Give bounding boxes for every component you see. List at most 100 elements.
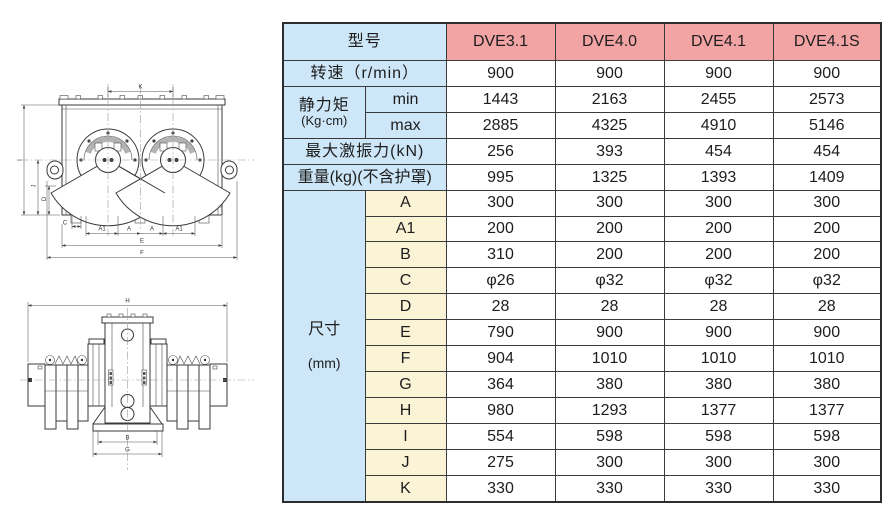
value-cell: 4910	[663, 111, 774, 139]
value-cell: 454	[663, 137, 774, 165]
sub-label-max: max	[364, 111, 447, 139]
value-cell: 364	[445, 371, 556, 398]
value-cell: φ32	[554, 267, 665, 295]
value-cell: 598	[554, 422, 665, 450]
row-dim-k: K 330 330 330 330	[283, 474, 882, 503]
value-cell: 1325	[554, 163, 665, 191]
value-cell: 900	[554, 319, 665, 347]
row-dim-f: F 904 1010 1010 1010	[283, 345, 882, 373]
value-cell: 310	[445, 241, 556, 269]
dim-row-label: F	[364, 345, 447, 373]
value-cell: 1377	[772, 396, 882, 424]
row-label-dimensions: 尺寸 (mm)	[282, 189, 366, 503]
row-label-speed: 转速（r/min）	[282, 60, 447, 87]
dim-label-e: E	[140, 239, 144, 245]
value-cell: 1443	[445, 85, 556, 113]
row-dim-c: C φ26 φ32 φ32 φ32	[283, 267, 882, 295]
value-cell: 330	[663, 474, 774, 503]
row-dim-g: G 364 380 380 380	[283, 371, 882, 398]
row-dim-h: H 980 1293 1377 1377	[283, 396, 882, 424]
value-cell: 2885	[445, 111, 556, 139]
front-view-drawing: K I J D C A1 A A A1	[18, 84, 254, 260]
dim-row-label: I	[364, 422, 447, 450]
value-cell: 454	[772, 137, 882, 165]
static-moment-unit: (Kg·cm)	[301, 112, 348, 128]
value-cell: 598	[772, 422, 882, 450]
weight-stack	[27, 338, 106, 430]
value-cell: 300	[772, 448, 882, 476]
value-cell: 200	[554, 215, 665, 243]
value-cell: 900	[554, 60, 665, 87]
value-cell: 980	[445, 396, 556, 424]
dim-row-label: A	[364, 189, 447, 217]
dim-row-label: D	[364, 293, 447, 321]
value-cell: 1409	[772, 163, 882, 191]
value-cell: 380	[772, 371, 882, 398]
value-cell: 790	[445, 319, 556, 347]
dim-label-a1-right: A1	[175, 227, 183, 233]
value-cell: 300	[445, 189, 556, 217]
value-cell: φ32	[663, 267, 774, 295]
value-cell: 28	[663, 293, 774, 321]
value-cell: 200	[663, 215, 774, 243]
dim-row-label: H	[364, 396, 447, 424]
table-header-row: 型号 DVE3.1 DVE4.0 DVE4.1 DVE4.1S	[282, 22, 882, 61]
row-dim-a1: A1 200 200 200 200	[283, 215, 882, 243]
value-cell: 28	[554, 293, 665, 321]
value-cell: 900	[772, 319, 882, 347]
dim-label-h: H	[125, 299, 129, 305]
sub-label-min: min	[364, 85, 447, 113]
static-moment-title: 静力矩	[298, 96, 350, 114]
dim-label-f: F	[140, 251, 144, 257]
dim-label-c: C	[63, 221, 68, 227]
row-label-max-force: 最大激振力(kN)	[282, 137, 447, 165]
value-cell: 200	[772, 241, 882, 269]
row-static-moment-min: 静力矩 (Kg·cm) min 1443 2163 2455 2573	[282, 85, 882, 139]
model-column-dve4.1: DVE4.1	[663, 22, 774, 61]
value-cell: 330	[772, 474, 882, 503]
value-cell: 1377	[663, 396, 774, 424]
dim-label-a1-left: A1	[98, 227, 106, 233]
dimensions-title: 尺寸	[308, 320, 341, 338]
model-column-dve4.1s: DVE4.1S	[772, 22, 882, 61]
dim-label-g: G	[125, 448, 130, 454]
value-cell: 900	[663, 319, 774, 347]
row-dim-j: J 275 300 300 300	[283, 448, 882, 476]
value-cell: 1393	[663, 163, 774, 191]
dim-row-label: E	[364, 319, 447, 347]
value-cell: 598	[663, 422, 774, 450]
value-cell: 380	[554, 371, 665, 398]
value-cell: 1010	[663, 345, 774, 373]
dim-row-label: C	[364, 267, 447, 295]
value-cell: 200	[445, 215, 556, 243]
dim-label-b: B	[125, 436, 129, 442]
value-cell: 995	[445, 163, 556, 191]
value-cell: 2573	[772, 85, 882, 113]
dim-row-label: K	[364, 474, 447, 503]
value-cell: 4325	[554, 111, 665, 139]
model-column-dve4.0: DVE4.0	[554, 22, 665, 61]
value-cell: φ26	[445, 267, 556, 295]
dimension-lines: K I J D C A1 A A A1	[18, 85, 238, 260]
dim-row-label: B	[364, 241, 447, 269]
value-cell: 300	[663, 448, 774, 476]
value-cell: 1010	[554, 345, 665, 373]
housing-top-cap	[58, 95, 226, 106]
value-cell: 380	[663, 371, 774, 398]
value-cell: 300	[663, 189, 774, 217]
row-weight: 重量(kg)(不含护罩) 995 1325 1393 1409	[282, 163, 882, 191]
value-cell: 200	[772, 215, 882, 243]
row-label-weight: 重量(kg)(不含护罩)	[282, 163, 447, 191]
value-cell: 300	[772, 189, 882, 217]
value-cell: 2163	[554, 85, 665, 113]
mounting-lugs	[46, 160, 238, 180]
row-dim-i: I 554 598 598 598	[283, 422, 882, 450]
model-header-label: 型号	[282, 22, 447, 61]
row-label-static-moment: 静力矩 (Kg·cm)	[282, 85, 366, 139]
row-dim-a: 尺寸 (mm) A 300 300 300 300	[282, 189, 882, 503]
value-cell: 5146	[772, 111, 882, 139]
value-cell: 900	[772, 60, 882, 87]
value-cell: 200	[554, 241, 665, 269]
dim-row-label: J	[364, 448, 447, 476]
value-cell: 1293	[554, 396, 665, 424]
